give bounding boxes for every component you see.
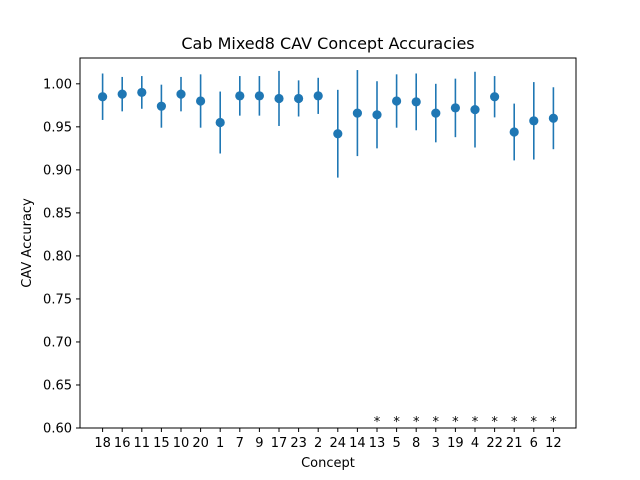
y-axis-label: CAV Accuracy <box>20 198 35 288</box>
significance-marker: * <box>433 415 440 430</box>
x-tick-label: 12 <box>545 436 562 451</box>
significance-marker: * <box>491 415 498 430</box>
plot-frame <box>79 57 577 429</box>
x-tick-label: 20 <box>192 436 209 451</box>
data-point <box>529 116 539 126</box>
data-point <box>117 89 127 99</box>
data-point <box>235 91 245 101</box>
data-point <box>352 108 362 118</box>
data-point <box>509 127 519 137</box>
x-tick-label: 4 <box>471 436 479 451</box>
y-tick-label: 0.95 <box>43 120 72 135</box>
data-point <box>137 87 147 98</box>
y-tick-label: 0.75 <box>43 292 72 307</box>
data-point <box>372 110 382 120</box>
x-tick-label: 11 <box>134 436 151 451</box>
data-point <box>274 93 284 104</box>
x-tick-label: 9 <box>255 436 263 451</box>
x-tick-label: 10 <box>173 436 190 451</box>
x-tick-label: 13 <box>369 436 386 451</box>
chart-title: Cab Mixed8 CAV Concept Accuracies <box>181 34 474 53</box>
significance-marker: * <box>531 415 538 430</box>
x-tick-label: 7 <box>236 436 244 451</box>
y-tick-label: 0.85 <box>43 206 72 221</box>
x-tick-label: 6 <box>530 436 538 451</box>
x-tick-label: 5 <box>392 436 400 451</box>
y-tick-label: 1.00 <box>43 77 72 92</box>
significance-marker: * <box>393 415 400 430</box>
data-point <box>450 103 460 113</box>
significance-marker: * <box>550 415 557 430</box>
significance-marker: * <box>413 415 420 430</box>
data-point <box>548 113 559 123</box>
x-tick-label: 15 <box>153 436 170 451</box>
x-tick-label: 21 <box>506 436 523 451</box>
data-point <box>333 129 343 139</box>
significance-marker: * <box>374 415 381 430</box>
x-tick-label: 14 <box>349 436 366 451</box>
data-point <box>98 92 108 102</box>
data-point <box>411 97 421 107</box>
x-tick-label: 19 <box>447 436 464 451</box>
x-axis-label: Concept <box>301 456 355 471</box>
x-tick-label: 17 <box>271 436 288 451</box>
x-tick-label: 1 <box>216 436 224 451</box>
data-point <box>470 105 480 115</box>
x-tick-label: 18 <box>94 436 111 451</box>
x-tick-label: 16 <box>114 436 131 451</box>
x-tick-label: 2 <box>314 436 322 451</box>
data-point <box>176 89 186 99</box>
significance-marker: * <box>511 415 518 430</box>
data-point <box>392 96 402 106</box>
y-tick-label: 0.60 <box>43 422 72 437</box>
x-tick-label: 22 <box>486 436 503 451</box>
data-point <box>215 117 225 128</box>
data-point <box>156 101 166 111</box>
data-point <box>313 91 323 101</box>
data-point <box>254 91 264 101</box>
y-tick-label: 0.90 <box>43 163 72 178</box>
data-point <box>196 96 206 106</box>
data-point <box>294 93 304 104</box>
data-point <box>490 92 500 102</box>
x-tick-label: 8 <box>412 436 420 451</box>
x-tick-label: 24 <box>330 436 347 451</box>
x-tick-label: 23 <box>290 436 307 451</box>
y-tick-label: 0.65 <box>43 378 72 393</box>
y-tick-label: 0.80 <box>43 249 72 264</box>
x-tick-label: 3 <box>432 436 440 451</box>
significance-marker: * <box>472 415 479 430</box>
significance-marker: * <box>452 415 459 430</box>
data-point <box>431 108 441 118</box>
y-tick-label: 0.70 <box>43 335 72 350</box>
